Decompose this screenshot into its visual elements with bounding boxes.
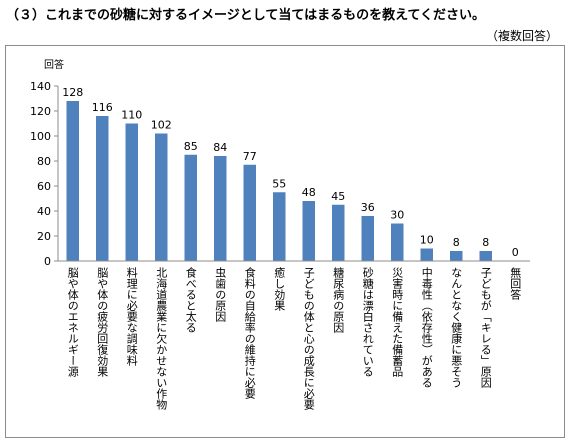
category-label: 脳や体の疲労回復効果 [96,267,109,378]
category-label: 災害時に備えた備蓄品 [391,267,404,377]
y-tick-label: 120 [30,105,51,118]
data-label: 85 [184,140,198,153]
category-label: 中毒性（依存性）がある [420,267,433,388]
category-label: 糖尿病の原因 [332,266,345,334]
category-label: 癒し効果 [273,266,286,312]
y-tick-label: 80 [37,155,51,168]
bar [391,223,404,261]
data-label: 48 [302,186,316,199]
bar [155,133,168,261]
y-axis-unit-label: 回答 [44,58,64,71]
bar [420,248,433,261]
data-label: 128 [62,86,83,99]
data-label: 77 [243,150,257,163]
bar [361,216,374,261]
bar [125,123,138,261]
bar [184,154,197,261]
y-tick-label: 40 [37,205,51,218]
category-label: 食料の自給率の維持に必要 [243,266,256,400]
data-label: 102 [151,119,172,132]
y-tick-label: 140 [30,80,51,93]
y-tick-label: 60 [37,180,51,193]
category-label: 砂糖は漂白されている [361,267,374,377]
data-label: 10 [420,234,434,247]
category-label: 無回答 [509,266,522,301]
chart-frame [5,45,565,438]
bar [214,156,227,261]
bar [332,204,345,261]
data-label: 36 [361,201,375,214]
data-label: 84 [213,141,227,154]
category-label: 虫歯の原因 [214,267,227,323]
category-label: 食べると太る [184,266,197,333]
category-label: 子どもが「キレる」原因 [479,267,492,389]
data-label: 116 [92,101,113,114]
bar [96,116,109,261]
category-label: 料理に必要な調味料 [125,266,138,367]
bar [479,251,492,261]
category-label: なんとなく健康に悪そう [450,267,463,388]
data-label: 30 [390,209,404,222]
data-label: 0 [512,246,519,259]
y-tick-label: 0 [44,255,51,268]
bar [450,251,463,261]
answer-type-note: （複数回答） [485,29,558,43]
bar [66,101,79,261]
data-label: 55 [272,177,286,190]
y-tick-label: 20 [37,230,51,243]
category-label: 北海道農業に欠かせない作物 [155,267,168,410]
bar [243,164,256,261]
category-label: 脳や体のエネルギー源 [66,267,79,378]
data-label: 110 [121,109,142,122]
data-label: 45 [331,190,345,203]
category-label: 子どもの体と心の成長に必要 [302,267,315,411]
bar [302,201,315,261]
page-title: （３）これまでの砂糖に対するイメージとして当てはまるものを教えてください。 [6,8,486,23]
data-label: 8 [453,236,460,249]
data-label: 8 [482,236,489,249]
bar [273,192,286,261]
y-tick-label: 100 [30,130,51,143]
